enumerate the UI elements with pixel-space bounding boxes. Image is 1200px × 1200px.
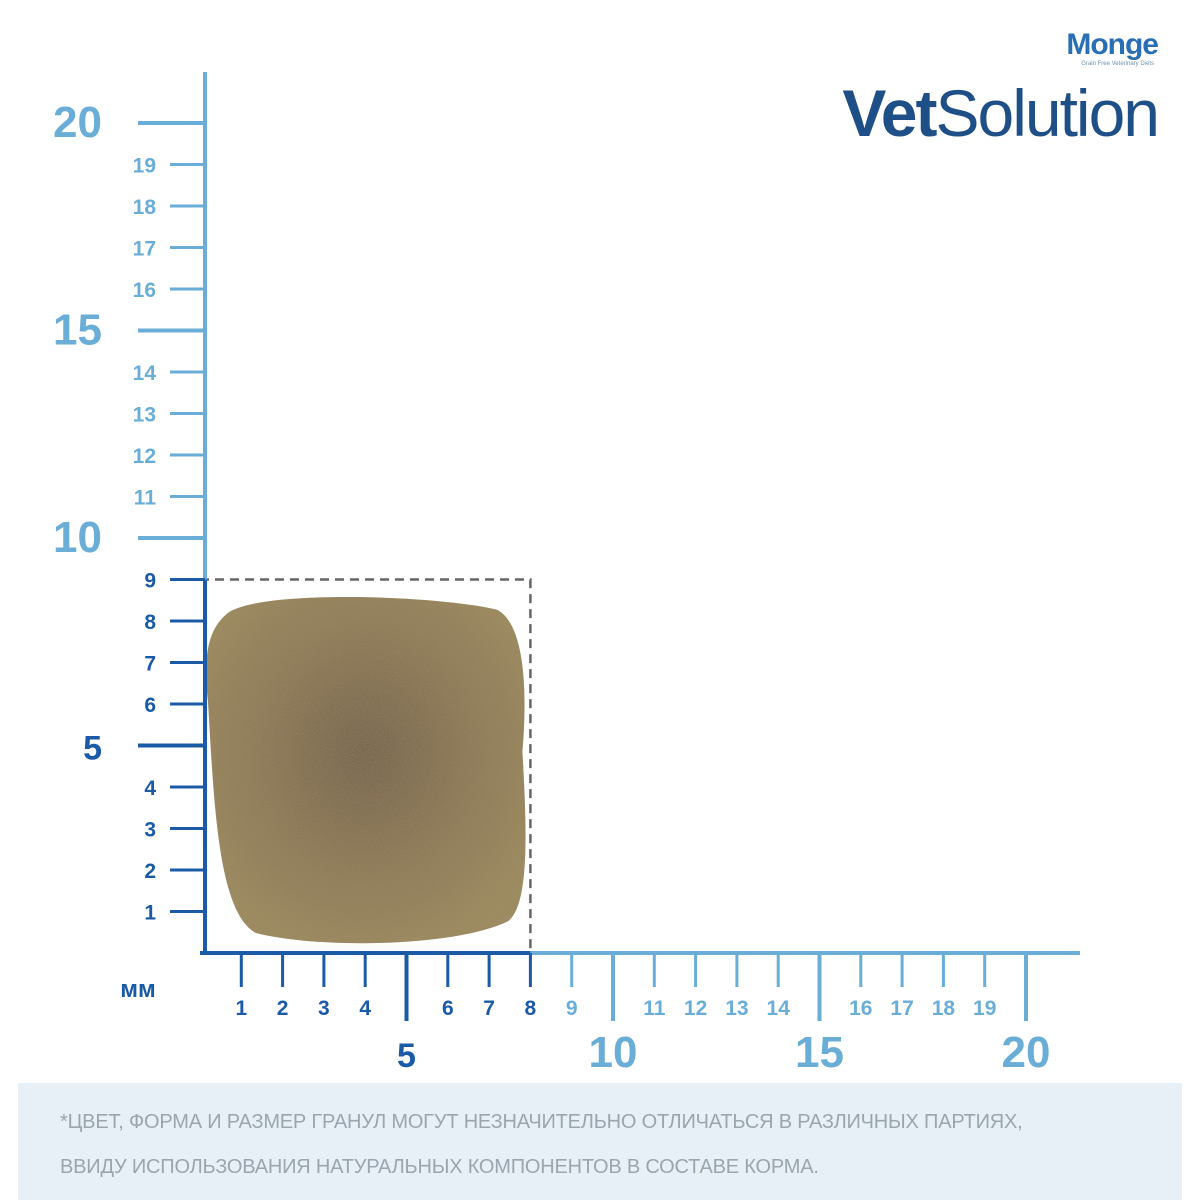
disclaimer-panel: *ЦВЕТ, ФОРМА И РАЗМЕР ГРАНУЛ МОГУТ НЕЗНА… xyxy=(18,1083,1182,1200)
y-tick-label-major: 15 xyxy=(53,306,102,355)
y-tick-label: 4 xyxy=(144,777,156,800)
x-tick-label: 12 xyxy=(684,997,707,1020)
y-tick-label: 1 xyxy=(144,902,156,925)
y-tick-label-major: 5 xyxy=(83,730,102,768)
disclaimer-line-2: ВВИДУ ИСПОЛЬЗОВАНИЯ НАТУРАЛЬНЫХ КОМПОНЕН… xyxy=(60,1156,819,1178)
kibble-piece xyxy=(206,596,526,944)
x-tick-label-major: 20 xyxy=(1002,1028,1051,1077)
y-tick-label: 3 xyxy=(144,819,156,842)
x-tick-label: 6 xyxy=(442,997,454,1020)
x-tick-label: 17 xyxy=(890,997,913,1020)
y-tick-label: 14 xyxy=(133,362,157,385)
y-tick-label: 19 xyxy=(133,155,156,178)
x-tick-label: 3 xyxy=(318,997,330,1020)
y-tick-label-major: 20 xyxy=(53,98,102,147)
x-tick-label: 8 xyxy=(525,997,537,1020)
x-tick-label-major: 10 xyxy=(589,1028,638,1077)
y-tick-label: 7 xyxy=(144,653,156,676)
y-tick-label: 16 xyxy=(133,279,156,302)
y-tick-label: 9 xyxy=(144,570,156,593)
product-line-title: VetSolution xyxy=(842,76,1160,150)
product-line-bold: Vet xyxy=(842,76,937,150)
x-tick-label: 18 xyxy=(932,997,956,1020)
x-tick-label: 13 xyxy=(725,997,748,1020)
unit-label: мм xyxy=(120,976,156,1003)
x-tick-label: 7 xyxy=(483,997,495,1020)
x-tick-label: 16 xyxy=(849,997,872,1020)
x-tick-label: 19 xyxy=(973,997,996,1020)
y-tick-label: 18 xyxy=(133,196,157,219)
brand-logo: Monge Grain Free Veterinary Diets VetSol… xyxy=(818,26,1160,150)
kibble-size-outline xyxy=(200,578,532,953)
y-tick-label: 17 xyxy=(133,238,156,261)
y-tick-label: 2 xyxy=(144,860,156,883)
y-tick-label: 6 xyxy=(144,694,156,717)
x-tick-label: 9 xyxy=(566,997,578,1020)
brand-tagline: Grain Free Veterinary Diets xyxy=(1081,61,1154,67)
y-tick-label-major: 10 xyxy=(53,513,102,562)
x-tick-label: 11 xyxy=(643,997,666,1020)
product-line-light: Solution xyxy=(935,76,1160,150)
x-tick-label: 14 xyxy=(767,997,791,1020)
x-tick-label: 4 xyxy=(359,997,371,1020)
brand-name: Monge xyxy=(1066,28,1159,61)
y-tick-label: 12 xyxy=(133,445,156,468)
x-tick-label-major: 5 xyxy=(397,1037,416,1075)
x-tick-label-major: 15 xyxy=(795,1028,844,1077)
disclaimer-line-1: *ЦВЕТ, ФОРМА И РАЗМЕР ГРАНУЛ МОГУТ НЕЗНА… xyxy=(60,1111,1023,1133)
y-tick-label: 8 xyxy=(144,611,156,634)
x-tick-label: 2 xyxy=(277,997,289,1020)
x-tick-label: 1 xyxy=(235,997,247,1020)
y-tick-label: 13 xyxy=(133,404,156,427)
y-tick-label: 11 xyxy=(134,487,157,510)
